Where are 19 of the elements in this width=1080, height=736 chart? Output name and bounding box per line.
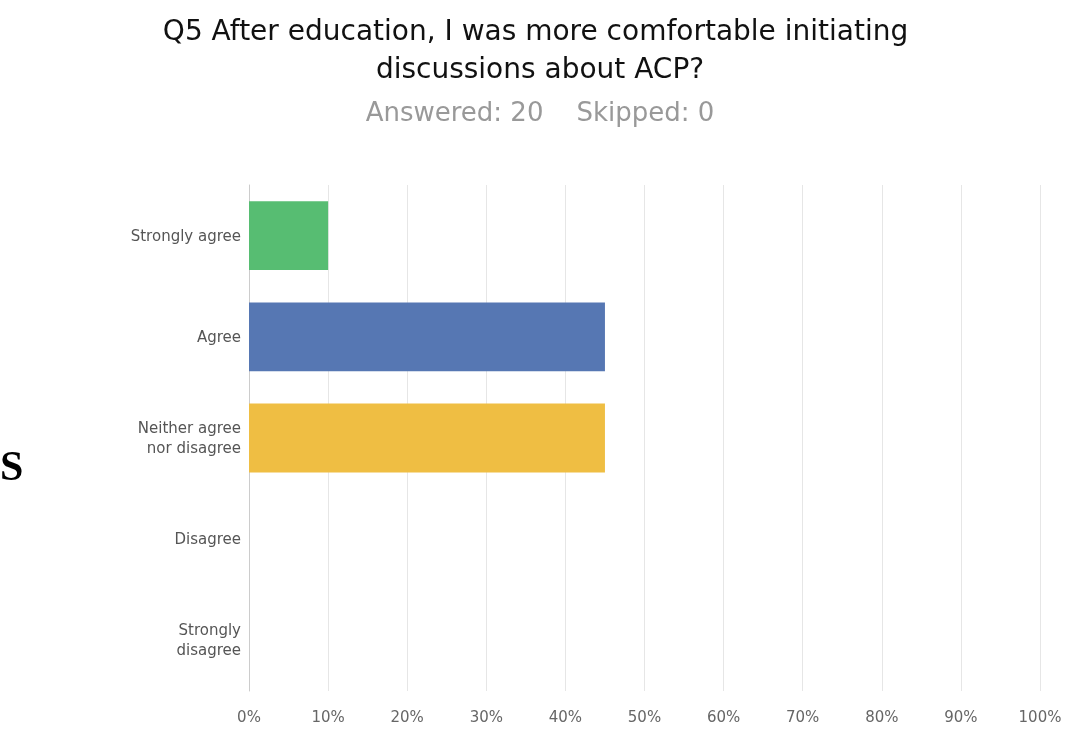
y-tick-label: Disagree bbox=[174, 530, 241, 549]
x-tick-label: 60% bbox=[706, 707, 741, 726]
y-tick-label: Strongly agree bbox=[130, 226, 241, 245]
x-tick-label: 30% bbox=[469, 707, 503, 726]
chart-title: Q5 After education, I was more comfortable initiating discussions about ACP? bbox=[162, 13, 918, 85]
x-tick-label: 10% bbox=[311, 707, 345, 726]
x-tick-label: 100% bbox=[1018, 707, 1062, 726]
x-tick-label: 40% bbox=[548, 707, 583, 726]
y-tick-label: Neither agree nor disagree bbox=[137, 419, 241, 457]
x-tick-label: 20% bbox=[390, 707, 424, 726]
y-tick-label: Strongly disagree bbox=[176, 621, 242, 660]
x-tick-label: 50% bbox=[627, 707, 662, 726]
text: S bbox=[0, 443, 24, 489]
x-tick-label: 70% bbox=[786, 707, 820, 726]
x-tick-label: 0% bbox=[237, 707, 261, 726]
x-tick-label: 90% bbox=[944, 707, 978, 726]
x-tick-label: 80% bbox=[865, 707, 899, 726]
y-tick-label: Agree bbox=[196, 327, 241, 346]
chart-subtitle: Answered: 20 Skipped: 0 bbox=[365, 97, 715, 127]
